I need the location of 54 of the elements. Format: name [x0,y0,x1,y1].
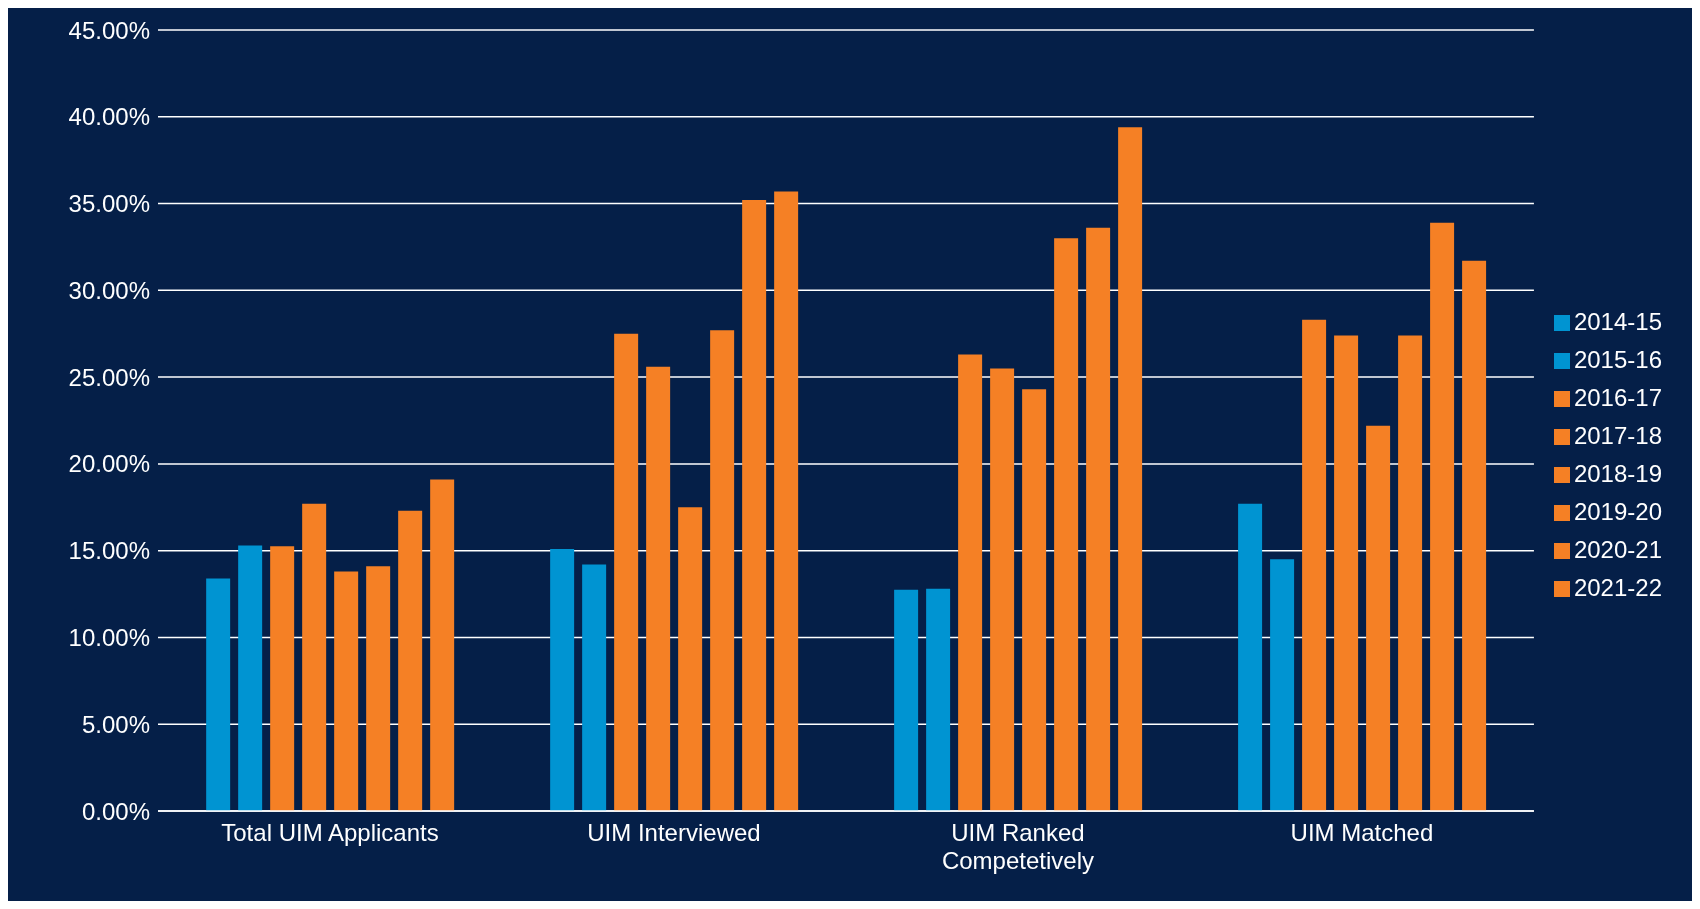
y-tick-label: 40.00% [68,103,150,131]
bar [270,546,295,811]
x-tick-label: UIM Ranked Competetively [941,819,1094,874]
bar [678,507,703,811]
legend-label: 2016-17 [1573,383,1662,411]
bar [1270,559,1295,811]
bar [398,510,423,811]
bar [302,503,327,811]
bar [958,354,983,811]
bar [646,366,671,811]
bar [1302,319,1327,811]
bar [774,191,799,811]
bar [710,330,735,811]
y-tick-label: 15.00% [68,537,150,565]
y-tick-label: 0.00% [81,797,150,825]
bar [1462,260,1487,811]
legend-label: 2014-15 [1573,307,1662,335]
x-tick-label: UIM Interviewed [587,819,761,846]
legend-label: 2017-18 [1573,421,1662,449]
bar [742,200,767,811]
bar [1022,389,1047,811]
y-tick-label: 5.00% [81,710,150,738]
bar [366,566,391,811]
bar [926,588,951,811]
bar [1054,238,1079,811]
bar [1430,222,1455,811]
bar [1334,335,1359,811]
bar [1086,227,1111,811]
bar [334,571,359,811]
bar [1118,127,1143,811]
legend-label: 2015-16 [1573,345,1662,373]
y-tick-label: 25.00% [68,363,150,391]
bar [238,545,263,811]
legend-label: 2019-20 [1573,497,1662,525]
bar [990,368,1015,811]
bar [582,564,607,811]
bar [1238,503,1263,811]
y-tick-label: 10.00% [68,623,150,651]
y-tick-label: 30.00% [68,276,150,304]
legend-label: 2021-22 [1573,573,1662,601]
y-tick-label: 45.00% [68,16,150,44]
legend-label: 2020-21 [1573,535,1662,563]
bar [1366,425,1391,811]
bar [430,479,455,811]
bar [206,578,231,811]
x-tick-label: UIM Matched [1290,819,1434,846]
bar [614,333,639,811]
bar [894,589,919,811]
legend-label: 2018-19 [1573,459,1662,487]
bar [550,548,575,811]
y-tick-label: 35.00% [68,190,150,218]
y-tick-label: 20.00% [68,450,150,478]
bar [1398,335,1423,811]
x-tick-label: Total UIM Applicants [221,819,439,846]
